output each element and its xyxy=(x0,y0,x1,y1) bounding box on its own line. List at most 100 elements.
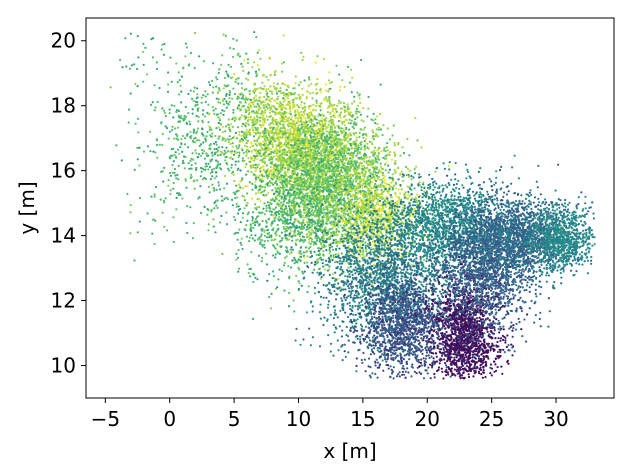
scatter-point xyxy=(260,124,264,127)
scatter-point xyxy=(179,84,182,87)
scatter-point xyxy=(354,189,357,192)
scatter-point xyxy=(268,115,272,118)
scatter-point xyxy=(227,198,230,201)
scatter-point xyxy=(185,221,188,225)
scatter-point xyxy=(355,154,358,157)
scatter-point xyxy=(274,140,277,143)
scatter-point xyxy=(343,106,346,109)
scatter-point xyxy=(291,93,294,96)
scatter-point xyxy=(297,93,300,96)
scatter-point xyxy=(263,129,267,132)
scatter-point xyxy=(347,193,350,196)
scatter-point xyxy=(125,65,128,68)
scatter-point xyxy=(242,94,245,97)
scatter-point xyxy=(224,151,227,154)
scatter-point xyxy=(313,191,316,194)
scatter-point xyxy=(263,85,266,88)
scatter-point xyxy=(160,48,163,51)
scatter-point xyxy=(173,104,176,107)
scatter-point xyxy=(344,173,347,176)
scatter-point xyxy=(315,259,318,262)
scatter-point xyxy=(251,126,254,129)
scatter-point xyxy=(271,117,274,120)
scatter-point xyxy=(151,232,154,235)
scatter-point xyxy=(253,96,256,99)
scatter-point xyxy=(245,131,248,134)
scatter-point xyxy=(197,120,200,123)
scatter-point xyxy=(414,117,417,120)
scatter-point xyxy=(341,229,344,232)
scatter-point xyxy=(181,134,184,138)
scatter-point xyxy=(280,103,284,106)
scatter-point xyxy=(323,211,326,214)
scatter-point xyxy=(220,123,223,126)
scatter-point xyxy=(183,167,186,170)
scatter-point xyxy=(375,115,379,118)
scatter-point xyxy=(355,112,358,115)
scatter-point xyxy=(264,186,267,189)
scatter-point xyxy=(170,80,173,83)
scatter-point xyxy=(178,192,181,195)
scatter-point xyxy=(163,225,166,228)
scatter-point xyxy=(161,43,164,46)
scatter-point xyxy=(330,122,333,125)
scatter-point xyxy=(225,94,228,97)
scatter-point xyxy=(254,70,258,73)
scatter-point xyxy=(336,151,339,154)
scatter-point xyxy=(232,117,236,120)
scatter-point xyxy=(167,137,170,140)
scatter-point xyxy=(177,109,180,112)
scatter-point xyxy=(295,166,298,169)
scatter-point xyxy=(303,113,306,116)
scatter-point xyxy=(355,160,358,163)
scatter-point xyxy=(310,131,313,134)
scatter-point xyxy=(302,116,305,119)
scatter-point xyxy=(194,149,197,152)
scatter-point xyxy=(327,79,331,82)
scatter-point xyxy=(223,149,226,152)
scatter-point xyxy=(200,154,203,157)
scatter-point xyxy=(302,55,305,58)
scatter-point xyxy=(379,128,383,131)
scatter-point xyxy=(381,133,384,137)
scatter-point xyxy=(281,123,285,126)
scatter-point xyxy=(247,170,250,173)
scatter-point xyxy=(339,101,342,104)
scatter-point xyxy=(176,126,180,129)
scatter-point xyxy=(293,187,296,190)
scatter-point xyxy=(346,110,350,113)
scatter-point xyxy=(150,38,153,41)
scatter-point xyxy=(377,152,380,155)
scatter-point xyxy=(233,92,237,96)
scatter-point xyxy=(292,146,295,149)
scatter-point xyxy=(326,168,329,172)
scatter-point xyxy=(268,135,271,138)
scatter-point xyxy=(310,122,313,125)
scatter-point xyxy=(321,117,324,120)
scatter-point xyxy=(335,134,339,137)
scatter-point xyxy=(321,133,324,136)
scatter-point xyxy=(256,128,259,131)
scatter-point xyxy=(300,101,303,104)
scatter-point xyxy=(137,146,141,149)
scatter-point xyxy=(228,127,231,130)
scatter-point xyxy=(351,154,355,157)
scatter-point xyxy=(349,152,353,155)
scatter-point xyxy=(267,129,270,132)
scatter-point xyxy=(331,106,334,109)
scatter-point xyxy=(225,106,228,109)
scatter-point xyxy=(343,123,346,127)
scatter-point xyxy=(301,58,304,61)
scatter-point xyxy=(243,207,246,210)
scatter-point xyxy=(319,123,322,126)
scatter-point xyxy=(161,143,164,147)
scatter-point xyxy=(255,167,258,170)
scatter-point xyxy=(168,130,171,133)
scatter-point xyxy=(329,102,332,106)
scatter-point xyxy=(315,253,318,256)
scatter-point xyxy=(121,66,124,69)
scatter-point xyxy=(234,78,238,81)
scatter-point xyxy=(231,172,234,175)
scatter-point xyxy=(222,113,225,116)
